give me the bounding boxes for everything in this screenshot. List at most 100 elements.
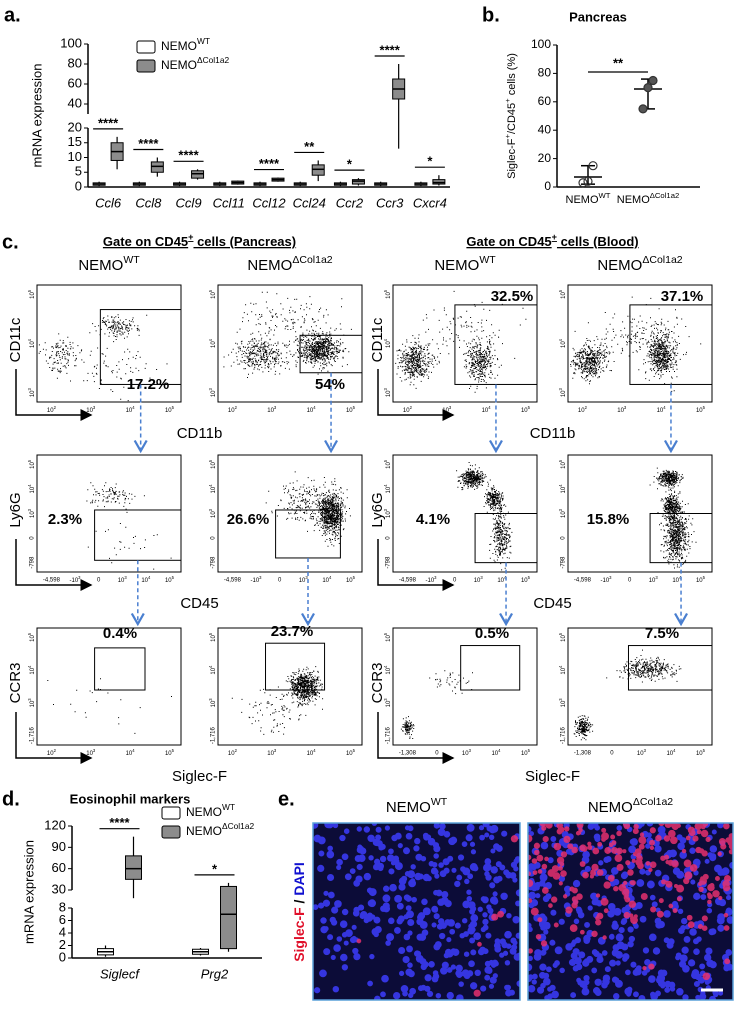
x-tick-label: 103 <box>474 575 484 584</box>
legend-label-part: NEMO <box>186 824 222 838</box>
x-tick-label: 105 <box>696 748 706 757</box>
x-tick-label-part: 3 <box>434 575 437 580</box>
y-tick-label: 103 <box>383 387 392 397</box>
y-tick-label: -1,716 <box>30 726 36 744</box>
y-tick-label: 105 <box>208 459 217 469</box>
y-axis-label: Siglec-F+/CD45+ cells (%) <box>503 53 518 179</box>
legend-label-part: WT <box>222 802 235 812</box>
x-tick-label: 102 <box>578 405 588 414</box>
panel-label: a. <box>4 4 21 26</box>
y-tick-label: 15 <box>68 134 82 149</box>
x-tick-label-part: 5 <box>528 575 531 580</box>
x-tick-label-part: 10 <box>521 751 528 757</box>
event-dots <box>573 649 682 741</box>
axis-arrow <box>377 539 455 591</box>
x-tick-label-part: 3 <box>644 748 647 753</box>
legend-swatch <box>136 40 156 54</box>
flow-plot-frame <box>392 627 538 746</box>
y-tick-label: 60 <box>68 75 82 90</box>
x-tick-label-part: 2 <box>54 748 57 753</box>
y-tick-label-part: 5 <box>208 289 213 292</box>
legend-label-part: NEMO <box>186 805 222 819</box>
y-tick-label-part: 3 <box>558 698 563 701</box>
x-tick-label-part: 10 <box>696 408 703 414</box>
event-dots <box>570 296 702 392</box>
x-tick-label: 0 <box>435 751 439 757</box>
x-tick-label-part: 10 <box>118 578 125 584</box>
y-tick-label-part: 5 <box>558 289 563 292</box>
x-tick-label-part: 10 <box>462 751 469 757</box>
axis-arrow <box>15 369 93 421</box>
y-tick-label: 103 <box>27 698 36 708</box>
column-title: NEMOWT <box>386 796 448 816</box>
y-tick-label: 0 <box>30 536 36 540</box>
legend-swatch <box>136 59 156 73</box>
gate-percentage: 32.5% <box>491 288 534 305</box>
y-tick-label: 103 <box>383 698 392 708</box>
y-tick-label: 104 <box>208 665 217 675</box>
flow-plot-frame <box>36 454 182 573</box>
x-tick-label-part: 3 <box>655 575 658 580</box>
x-tick-label: 105 <box>521 575 531 584</box>
stain-label-part: / <box>291 896 307 908</box>
x-tick-label: Ccr2 <box>336 195 364 210</box>
x-axis-label: CD11b <box>177 425 223 442</box>
x-tick-label: -4,598 <box>574 578 592 584</box>
legend-label: NEMOWT <box>186 802 235 819</box>
gate-percentage: 23.7% <box>271 623 314 640</box>
y-tick-label: 8 <box>59 899 66 914</box>
x-tick-label-part: 10 <box>228 751 235 757</box>
x-axis-label: Siglec-F <box>525 768 580 785</box>
x-tick-label: NEMOΔCol1a2 <box>617 191 680 206</box>
column-title: NEMOWT <box>78 254 140 274</box>
siglec-f-signal <box>528 823 733 981</box>
significance: **** <box>109 815 130 830</box>
y-tick-label-part: 10 <box>386 390 392 397</box>
y-tick-label: 104 <box>558 338 567 348</box>
x-tick-label-part: 10 <box>482 408 489 414</box>
y-tick-label: 103 <box>558 698 567 708</box>
x-tick-label-part: 4 <box>148 575 151 580</box>
x-tick-label-part: 2 <box>235 748 238 753</box>
x-tick-label-part: 4 <box>313 748 316 753</box>
group-title-part: Gate on CD45 <box>466 234 551 249</box>
y-tick-label: 80 <box>68 55 82 70</box>
y-tick-label-part: 10 <box>30 390 36 397</box>
x-tick-label-part: 5 <box>172 575 175 580</box>
x-tick-label-part: 5 <box>528 748 531 753</box>
y-tick-label-part: 3 <box>383 387 388 390</box>
column-title-part: WT <box>479 254 496 266</box>
point <box>643 82 653 93</box>
stain-label-part: Siglec-F <box>291 907 307 962</box>
y-tick-label: 100 <box>531 37 551 51</box>
group-title-part: Gate on CD45 <box>103 234 188 249</box>
y-tick-label: -798 <box>561 556 567 569</box>
y-tick-label: 105 <box>558 289 567 299</box>
x-tick-label: 104 <box>666 748 676 757</box>
x-tick-label-part: 4 <box>313 405 316 410</box>
y-tick-label: 120 <box>44 817 66 832</box>
x-tick-label-part: 10 <box>521 578 528 584</box>
x-tick-label-part: 4 <box>329 575 332 580</box>
y-tick-label-part: 5 <box>383 289 388 292</box>
y-tick-label: 0 <box>59 949 66 964</box>
x-tick-label-part: 10 <box>617 408 624 414</box>
x-tick-label-part: 10 <box>346 408 353 414</box>
event-dots <box>265 471 351 547</box>
legend-label-part: ΔCol1a2 <box>197 55 229 65</box>
y-tick-label: 103 <box>208 387 217 397</box>
y-tick-label-part: 10 <box>30 700 36 707</box>
x-tick-label: 102 <box>228 405 238 414</box>
y-axis-label-part: cells (%) <box>506 53 518 98</box>
point <box>578 178 588 188</box>
y-axis-label: mRNA expression <box>21 840 36 944</box>
gate-percentage: 0.5% <box>475 625 509 642</box>
x-tick-label-part: -10 <box>601 578 610 584</box>
x-tick-label-part: 3 <box>274 748 277 753</box>
y-tick-label-part: 4 <box>27 338 32 341</box>
y-tick-label-part: 10 <box>386 341 392 348</box>
significance: * <box>347 157 353 172</box>
x-tick-label-part: 10 <box>346 578 353 584</box>
gate <box>265 642 326 691</box>
x-tick-label-part: 10 <box>165 578 172 584</box>
